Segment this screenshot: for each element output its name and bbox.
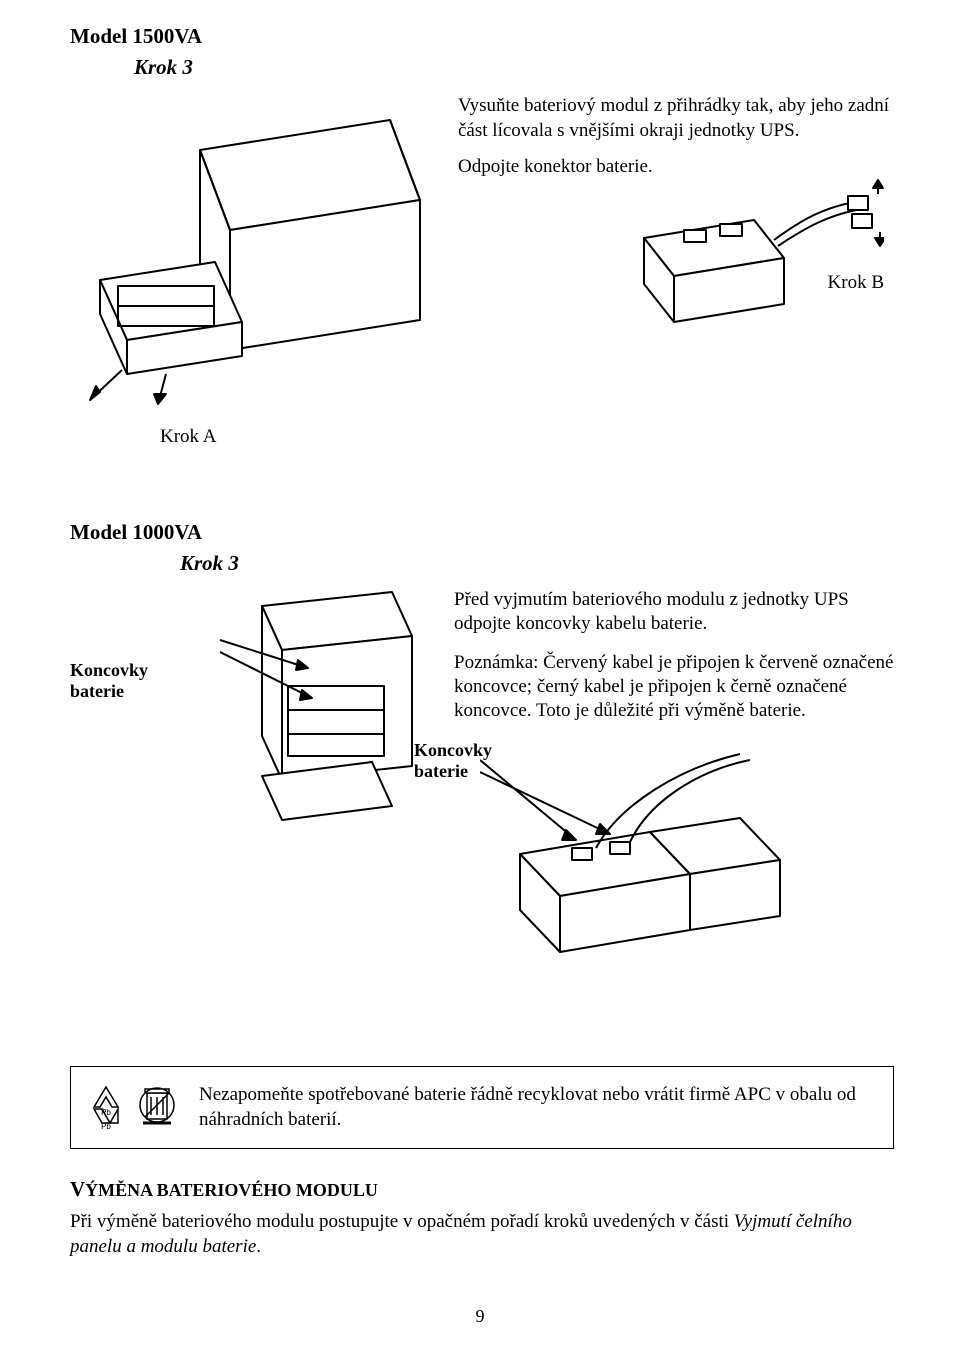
step-heading-1: Krok 3 [134,55,894,80]
no-trash-icon [137,1083,177,1131]
figure-ups-1500 [70,90,434,410]
figure-ups-1000 [192,586,432,846]
step-heading-2: Krok 3 [180,551,894,576]
figure-battery-pack [480,744,790,964]
svg-text:Pb: Pb [101,1122,111,1131]
figure-battery-connector [624,178,884,328]
recycle-notice-text: Nezapomeňte spotřebované baterie řádně r… [199,1083,875,1132]
recycle-icon: Pb Pb [85,1083,127,1131]
step2-text-2: Poznámka: Červený kabel je připojen k če… [454,651,894,724]
label-koncovky-1: Koncovky baterie [70,660,170,701]
model-1500-heading: Model 1500VA [70,24,894,49]
recycle-notice-box: Pb Pb N [70,1066,894,1149]
svg-text:Pb: Pb [101,1108,111,1117]
label-krok-a: Krok A [160,426,216,448]
replacement-title: VÝMĚNA BATERIOVÉHO MODULU [70,1177,894,1202]
step2-text-1: Před vyjmutím bateriového modulu z jedno… [454,588,894,637]
step1-text-2: Odpojte konektor baterie. [458,155,894,180]
replacement-body: Při výměně bateriového modulu postupujte… [70,1210,894,1259]
page-number: 9 [0,1306,960,1327]
model-1000-heading: Model 1000VA [70,520,894,545]
step1-text-1: Vysuňte bateriový modul z přihrádky tak,… [458,94,894,143]
label-krok-b: Krok B [828,272,884,294]
